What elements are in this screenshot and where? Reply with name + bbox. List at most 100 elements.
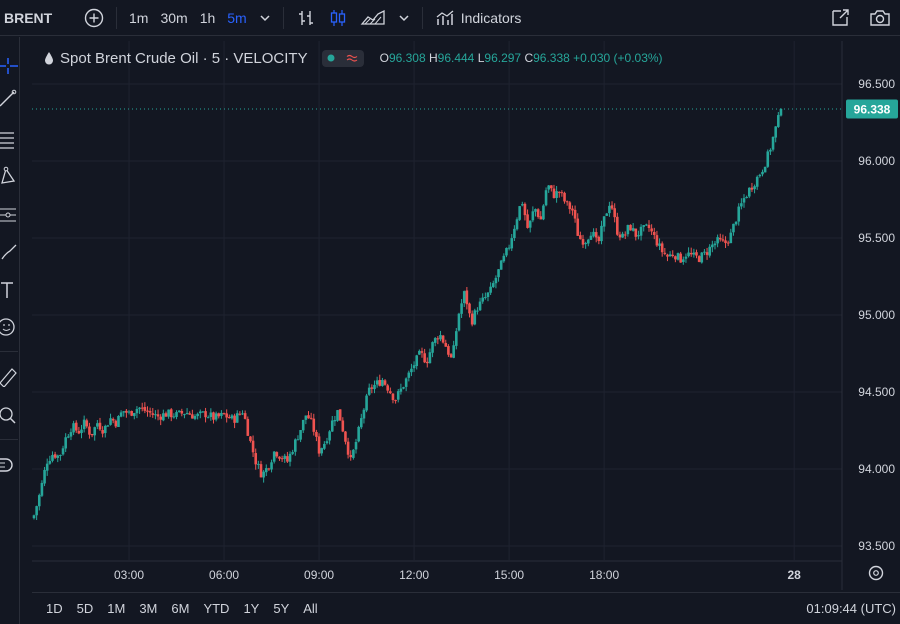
low-value: 96.297 — [484, 51, 522, 65]
candle-body — [745, 196, 748, 198]
fib-lines-icon[interactable] — [0, 128, 18, 150]
candle-body — [225, 413, 228, 418]
snapshot-button[interactable] — [860, 0, 900, 36]
range-all[interactable]: All — [303, 601, 318, 616]
candle-body — [386, 385, 389, 391]
candle-body — [621, 233, 624, 238]
price-tick-label: 94.000 — [858, 462, 895, 476]
utc-clock[interactable]: 01:09:44 (UTC) — [806, 601, 896, 616]
compare-add-button[interactable] — [78, 0, 110, 36]
candle-body — [629, 224, 632, 231]
candle-body — [272, 451, 276, 462]
candle-body — [682, 259, 685, 263]
fullscreen-button[interactable] — [820, 0, 860, 36]
text-tool-icon[interactable] — [0, 279, 18, 301]
candle-body — [365, 395, 368, 411]
candles-style-button[interactable] — [322, 0, 354, 36]
candle-body — [415, 355, 419, 366]
range-5y[interactable]: 5Y — [273, 601, 290, 616]
candle-body — [264, 468, 268, 473]
candle-body — [460, 303, 463, 314]
time-tick-label: 15:00 — [494, 568, 524, 582]
candle-body — [734, 221, 738, 225]
area-style-button[interactable] — [354, 0, 392, 36]
close-label: C — [524, 51, 534, 65]
candle-body — [737, 206, 741, 222]
candle-body — [407, 372, 411, 378]
forecast-icon[interactable] — [0, 203, 18, 225]
candle-body — [235, 413, 239, 423]
candle-body — [214, 413, 218, 420]
range-1d[interactable]: 1D — [46, 601, 63, 616]
candle-body — [552, 188, 556, 198]
axis-settings-button[interactable] — [868, 565, 884, 581]
delay-icon — [346, 54, 358, 62]
candle-body — [156, 414, 160, 417]
chart-legend: Spot Brent Crude Oil · 5 · VELOCITY O96.… — [44, 48, 663, 68]
magnet-icon[interactable] — [0, 455, 18, 477]
range-6m[interactable]: 6M — [171, 601, 190, 616]
candle-body — [634, 228, 638, 237]
time-tick-label: 09:00 — [304, 568, 334, 582]
candle-body — [645, 224, 648, 226]
candle-body — [642, 225, 646, 227]
gear-icon — [868, 565, 884, 581]
interval-5m[interactable]: 5m — [227, 9, 247, 26]
candle-body — [510, 238, 514, 249]
trend-line-icon[interactable] — [0, 88, 18, 110]
candle-body — [77, 430, 81, 434]
candle-body — [732, 223, 735, 233]
brush-icon[interactable] — [0, 241, 18, 263]
camera-icon — [870, 10, 890, 26]
candle-body — [763, 166, 767, 173]
candle-body — [758, 174, 762, 177]
candle-body — [206, 417, 210, 419]
interval-1h[interactable]: 1h — [199, 9, 216, 26]
range-ytd[interactable]: YTD — [203, 601, 230, 616]
candle-body — [687, 252, 690, 257]
candle-body — [729, 232, 733, 244]
candle-body — [523, 203, 527, 216]
candle-body — [130, 410, 133, 416]
range-5d[interactable]: 5D — [76, 601, 94, 616]
price-axis[interactable]: 93.500 94.000 94.500 95.000 95.500 96.000 96.5… — [858, 77, 895, 553]
candle-body — [579, 235, 582, 240]
price-tick-label: 95.500 — [858, 231, 895, 245]
candle-body — [470, 313, 474, 325]
interval-dropdown[interactable] — [253, 0, 277, 36]
range-1m[interactable]: 1M — [107, 601, 126, 616]
candle-body — [671, 254, 675, 257]
candle-body — [695, 252, 698, 256]
time-axis[interactable]: 03:00 06:00 09:00 12:00 15:00 18:00 28 — [114, 568, 801, 582]
range-1y[interactable]: 1Y — [243, 601, 260, 616]
interval-30m[interactable]: 30m — [160, 9, 188, 26]
ruler-icon[interactable] — [0, 365, 18, 387]
candle-body — [185, 412, 189, 415]
pattern-icon[interactable] — [0, 165, 18, 187]
indicators-button[interactable]: Indicators — [429, 0, 528, 36]
candle-body — [201, 411, 205, 413]
candle-body — [69, 432, 73, 437]
ohlc-values: O96.308 H96.444 L96.297 C96.338 +0.030 (… — [380, 51, 663, 65]
range-3m[interactable]: 3M — [139, 601, 158, 616]
candle-body — [341, 420, 345, 432]
candle-body — [639, 226, 643, 236]
interval-1m[interactable]: 1m — [129, 9, 149, 26]
candle-body — [249, 436, 252, 441]
chart-area[interactable]: 93.500 94.000 94.500 95.000 95.500 96.000 96.5… — [32, 41, 900, 590]
candle-body — [449, 354, 453, 358]
emoji-icon[interactable] — [0, 316, 18, 338]
zoom-in-icon[interactable] — [0, 404, 18, 426]
bar-style-button[interactable] — [290, 0, 322, 36]
candle-body — [637, 235, 640, 237]
candle-body — [476, 310, 479, 312]
price-chart[interactable]: 93.500 94.000 94.500 95.000 95.500 96.000 96.5… — [32, 41, 900, 590]
candle-body — [708, 246, 711, 256]
candle-body — [254, 453, 258, 465]
legend-status-pill[interactable] — [321, 49, 364, 67]
candle-body — [169, 409, 173, 418]
crosshair-icon[interactable] — [0, 55, 18, 77]
symbol-search[interactable]: BRENT — [4, 9, 53, 26]
chart-type-dropdown[interactable] — [392, 0, 416, 36]
candle-body — [257, 463, 260, 465]
